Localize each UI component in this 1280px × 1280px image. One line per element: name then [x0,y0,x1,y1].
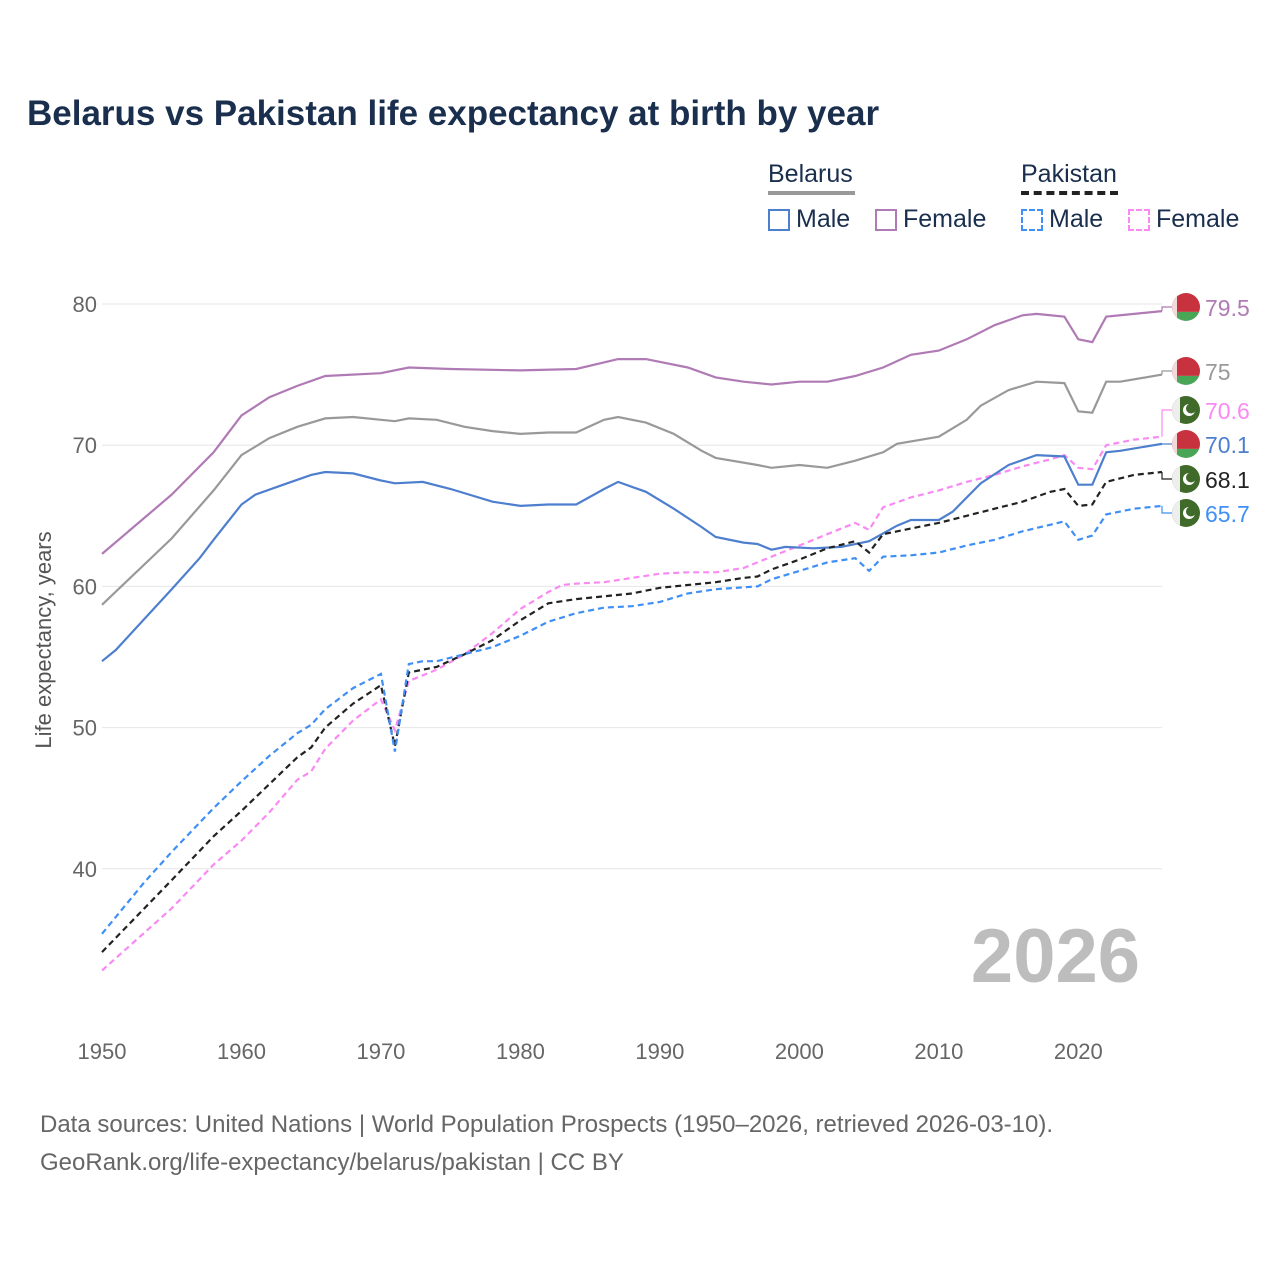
y-tick-label: 70 [73,433,97,458]
source-note: Data sources: United Nations | World Pop… [40,1106,1053,1182]
year-watermark: 2026 [971,914,1140,999]
x-tick-label: 2010 [914,1039,963,1064]
legend-label: Female [1156,205,1240,233]
series-line-pakistan-male [101,504,1163,935]
source-url[interactable]: GeoRank.org/life-expectancy/belarus/paki… [40,1149,624,1176]
x-tick-label: 2000 [775,1039,824,1064]
y-tick-label: 60 [73,574,97,599]
pakistan-flag-icon [1172,465,1200,493]
legend-swatch [1021,208,1043,231]
legend-pakistan-line [1021,191,1118,195]
pakistan-flag-icon [1172,499,1200,527]
legend-pakistan-male[interactable]: Male [1021,205,1103,234]
y-tick-label: 40 [73,857,97,882]
y-axis-label: Life expectancy, years [31,531,56,748]
x-tick-label: 1980 [496,1039,545,1064]
pakistan-flag-icon [1172,396,1200,424]
label-connector [1161,409,1172,437]
legend-pakistan-female[interactable]: Female [1128,205,1239,234]
legend-swatch [1128,208,1150,231]
label-connector [1161,472,1172,480]
legend-belarus-male[interactable]: Male [768,205,850,234]
x-tick-label: 1970 [356,1039,405,1064]
label-connector [1161,505,1172,514]
end-value-label: 70.1 [1205,432,1250,458]
legend-label: Male [796,205,851,233]
end-value-label: 70.6 [1205,398,1250,424]
end-value-label: 68.1 [1205,467,1250,493]
legend-belarus-line [768,191,855,195]
label-connector [1161,370,1172,375]
legend-label: Male [1049,205,1104,233]
x-tick-label: 1960 [217,1039,266,1064]
series-line-belarus [101,373,1163,606]
belarus-flag-icon [1172,430,1200,458]
end-value-label: 75 [1205,359,1231,385]
legend-belarus-heading: Belarus [768,160,853,188]
x-tick-label: 1990 [635,1039,684,1064]
belarus-flag-icon [1172,357,1200,385]
legend-label: Female [903,205,987,233]
series-line-pakistan [101,470,1163,953]
legend-swatch [768,208,790,231]
legend-belarus-female[interactable]: Female [875,205,986,234]
x-tick-label: 1950 [78,1039,127,1064]
chart-title: Belarus vs Pakistan life expectancy at b… [27,94,880,133]
y-tick-label: 50 [73,716,97,741]
source-line: Data sources: United Nations | World Pop… [40,1111,1054,1138]
end-value-label: 79.5 [1205,295,1250,321]
legend-pakistan-heading: Pakistan [1021,160,1117,188]
legend-swatch [875,208,897,231]
series-line-belarus-male [101,442,1163,663]
y-tick-label: 80 [73,292,97,317]
label-connector [1161,306,1172,312]
series-line-pakistan-female [101,435,1163,972]
belarus-flag-icon [1172,293,1200,321]
x-tick-label: 2020 [1054,1039,1103,1064]
end-value-label: 65.7 [1205,501,1250,527]
series-line-belarus-female [101,310,1163,555]
